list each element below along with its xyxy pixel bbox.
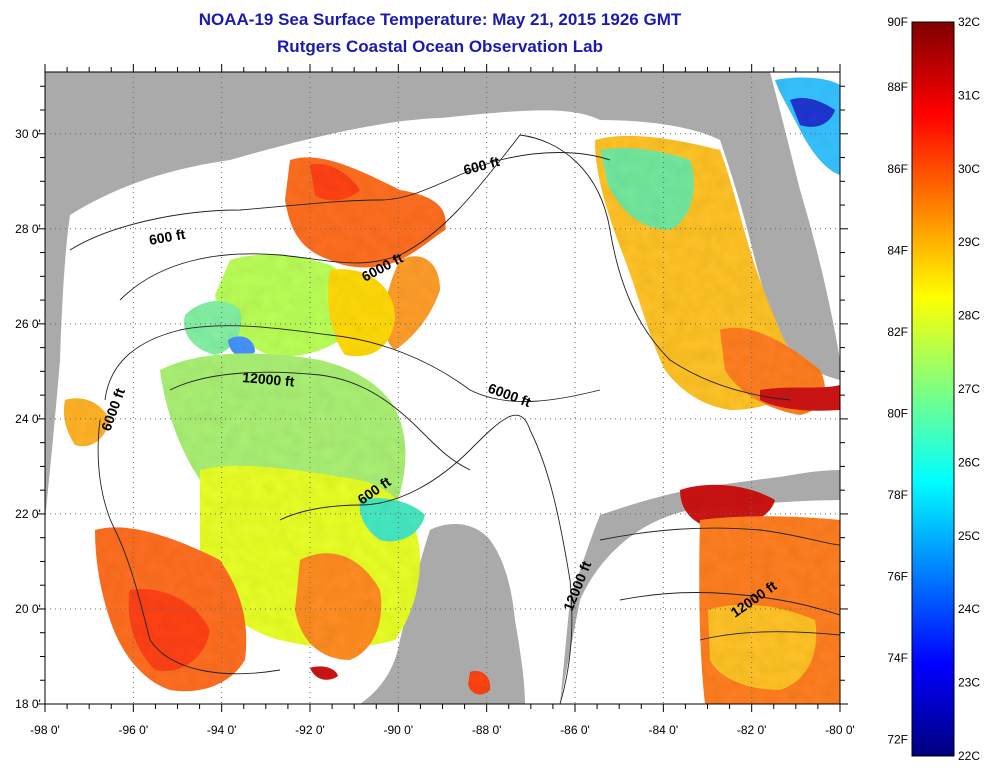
grid-lines — [45, 72, 840, 704]
colorbar-c-label: 27C — [958, 382, 980, 396]
lon-label: -96 0' — [119, 723, 149, 737]
colorbar-c-label: 23C — [958, 676, 980, 690]
lat-label: 26 0' — [15, 317, 41, 331]
lat-label: 24 0' — [15, 412, 41, 426]
lon-label: -90 0' — [384, 723, 414, 737]
colorbar-f-label: 82F — [887, 325, 908, 339]
colorbar-f-label: 72F — [887, 733, 908, 747]
lon-label: -86 0' — [560, 723, 590, 737]
lat-label: 22 0' — [15, 507, 41, 521]
longitude-labels: -98 0' -96 0' -94 0' -92 0' -90 0' -88 0' -86 … — [30, 723, 855, 737]
lon-label: -94 0' — [207, 723, 237, 737]
lat-label: 28 0' — [15, 222, 41, 236]
colorbar-c-label: 28C — [958, 309, 980, 323]
colorbar-f-label: 80F — [887, 406, 908, 420]
map-subtitle: Rutgers Coastal Ocean Observation Lab — [277, 37, 603, 56]
lon-label: -82 0' — [737, 723, 767, 737]
latitude-labels: 18 0' 20 0' 22 0' 24 0' 26 0' 28 0' 30 0' — [15, 127, 41, 711]
colorbar-c-label: 24C — [958, 602, 980, 616]
colorbar-f-label: 78F — [887, 488, 908, 502]
lon-label: -84 0' — [649, 723, 679, 737]
lon-label: -92 0' — [295, 723, 325, 737]
map-title: NOAA-19 Sea Surface Temperature: May 21,… — [198, 10, 682, 29]
colorbar-f-label: 74F — [887, 651, 908, 665]
sst-patches — [63, 77, 840, 704]
contour-label-600-west: 600 ft — [148, 226, 187, 248]
yucatan-peninsula — [400, 524, 525, 704]
axis-ticks — [37, 64, 848, 712]
colorbar-gradient — [911, 21, 955, 757]
colorbar-f-label: 88F — [887, 80, 908, 94]
lat-label: 20 0' — [15, 602, 41, 616]
colorbar-f-label: 84F — [887, 243, 908, 257]
colorbar-c-label: 30C — [958, 162, 980, 176]
colorbar-c-label: 31C — [958, 88, 980, 102]
colorbar-c-label: 22C — [958, 749, 980, 763]
lon-label: -98 0' — [30, 723, 60, 737]
colorbar-c-label: 25C — [958, 529, 980, 543]
colorbar-fahrenheit-labels: 90F 88F 86F 84F 82F 80F 78F 76F 74F 72F — [887, 15, 908, 747]
colorbar-c-label: 32C — [958, 15, 980, 29]
colorbar-f-label: 86F — [887, 162, 908, 176]
bathymetry-contours — [69, 134, 840, 704]
florida-peninsula — [720, 140, 840, 380]
lon-label: -80 0' — [825, 723, 855, 737]
lon-label: -88 0' — [472, 723, 502, 737]
lat-label: 30 0' — [15, 127, 41, 141]
colorbar-f-label: 76F — [887, 570, 908, 584]
colorbar-f-label: 90F — [887, 15, 908, 29]
contour-label-12000-west: 12000 ft — [242, 369, 296, 390]
colorbar-c-label: 29C — [958, 235, 980, 249]
lat-label: 18 0' — [15, 697, 41, 711]
colorbar-celsius-labels: 32C 31C 30C 29C 28C 27C 26C 25C 24C 23C 22C — [958, 15, 980, 763]
colorbar-c-label: 26C — [958, 455, 980, 469]
